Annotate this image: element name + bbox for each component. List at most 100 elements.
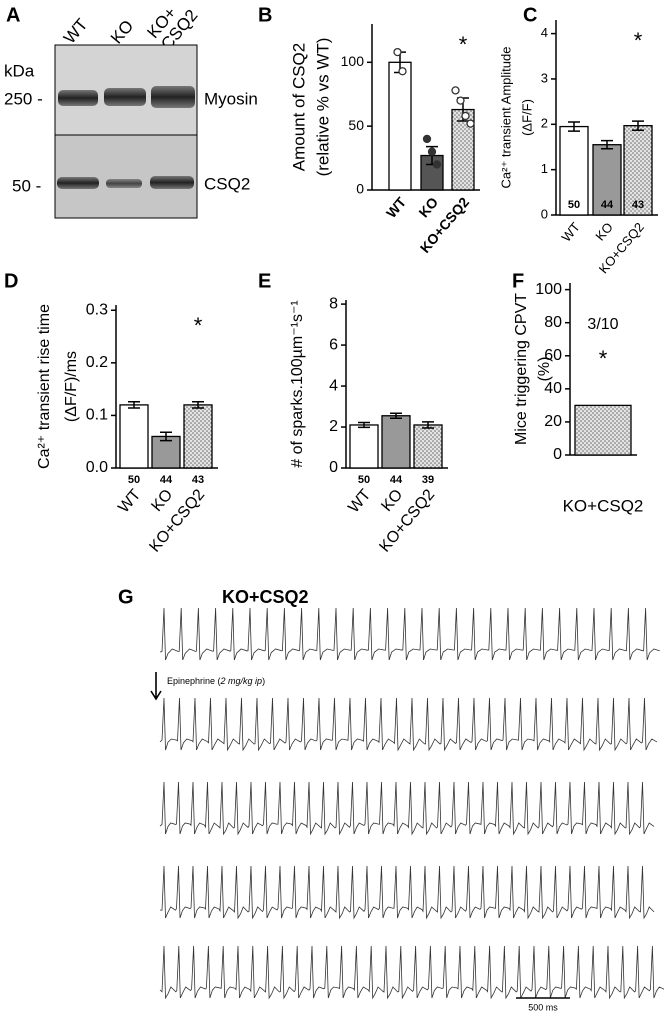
marker-label: 250 -: [4, 89, 43, 108]
y-tick-label: 0: [541, 206, 548, 221]
y-tick-label: 4: [541, 25, 548, 40]
bar: [381, 415, 411, 469]
significance: *: [459, 32, 468, 57]
bar: [413, 424, 443, 469]
y-tick-label: 50: [348, 117, 364, 133]
ecg-trace: [159, 945, 664, 1000]
x-tick-label: KO: [148, 486, 176, 515]
panel-label: G: [118, 586, 134, 608]
significance: *: [194, 313, 203, 338]
y-tick-label: 2: [541, 116, 548, 131]
y-tick-label: 60: [544, 347, 562, 364]
y-tick-label: 0.3: [86, 301, 108, 318]
marker-label: 50 -: [12, 176, 41, 195]
y-tick-label: 0.1: [86, 407, 108, 424]
y-tick-label: 3: [541, 70, 548, 85]
band-label: CSQ2: [204, 174, 250, 193]
error-bar: [160, 431, 172, 442]
ecg-trace: [159, 865, 655, 920]
n-label: 43: [632, 199, 644, 211]
y-tick-label: 2: [329, 418, 338, 435]
y-tick-label: 20: [544, 413, 562, 430]
error-bar: [192, 400, 204, 409]
y-tick-label: 100: [535, 281, 562, 298]
x-tick-label: KO: [592, 219, 616, 243]
error-bar: [128, 400, 140, 409]
ecg-title: KO+CSQ2: [222, 587, 309, 607]
n-label: 50: [128, 474, 140, 486]
x-tick-label: WT: [115, 486, 144, 516]
count-label: 3/10: [587, 316, 618, 333]
data-point: [461, 111, 470, 121]
arrow: [150, 672, 162, 701]
n-label: 44: [160, 474, 173, 486]
n-label: 43: [192, 474, 204, 486]
panel-label: E: [258, 270, 271, 292]
y-axis-label: (%): [536, 357, 553, 382]
data-point: [427, 147, 437, 156]
x-tick-label: KO: [378, 486, 406, 515]
significance: *: [599, 346, 608, 371]
panel-label: D: [4, 270, 18, 292]
panel-label: C: [523, 4, 537, 26]
panel-label: A: [6, 4, 20, 26]
y-axis-label: (ΔF/F)/ms: [63, 351, 80, 422]
y-axis-label: Amount of CSQ2: [289, 43, 308, 172]
n-label: 50: [358, 474, 370, 486]
error-bar: [358, 421, 370, 429]
y-axis-label: (relative % vs WT): [313, 38, 332, 177]
data-point: [398, 67, 407, 76]
ecg-annotation: Epinephrine (2 mg/kg ip): [167, 676, 265, 686]
panel-label: B: [258, 4, 272, 26]
n-label: 44: [601, 199, 614, 211]
x-tick-label: WT: [345, 486, 374, 516]
y-tick-label: 80: [544, 314, 562, 331]
n-label: 50: [568, 199, 580, 211]
y-axis-label: Ca²⁺ transient rise time: [36, 304, 53, 469]
scale-label: 500 ms: [528, 1002, 558, 1012]
lane-label: WT: [60, 15, 92, 47]
data-point: [422, 134, 432, 144]
panel-label: F: [512, 270, 524, 292]
y-axis-label: Ca²⁺ transient Amplitude: [498, 47, 513, 189]
ecg-trace: [159, 781, 655, 836]
y-tick-label: 0.0: [86, 459, 108, 476]
bar: [119, 404, 149, 469]
y-tick-label: 1: [541, 161, 548, 176]
y-axis-label: Mice triggering CPVT: [513, 293, 530, 445]
y-tick-label: 100: [341, 53, 365, 69]
y-tick-label: 40: [544, 380, 562, 397]
y-axis-label: (ΔF/F): [519, 99, 534, 136]
n-label: 39: [422, 474, 434, 486]
bar: [592, 144, 622, 216]
error-bar: [632, 120, 644, 131]
data-point: [393, 47, 402, 57]
unit-label: kDa: [4, 61, 35, 80]
ecg-trace: [159, 697, 658, 752]
x-tick-label: KO+CSQ2: [563, 496, 644, 515]
blot-image: [54, 44, 198, 219]
bar: [349, 424, 379, 469]
significance: *: [634, 28, 643, 53]
y-tick-label: 0: [356, 181, 364, 197]
y-tick-label: 6: [329, 336, 338, 353]
y-tick-label: 4: [329, 377, 338, 394]
data-point: [466, 119, 475, 128]
error-bar: [601, 139, 613, 150]
ecg-traces: [159, 607, 664, 1000]
lane-label: KO: [107, 16, 137, 47]
bar: [574, 404, 632, 456]
error-bar: [422, 421, 434, 429]
y-tick-label: 0: [329, 459, 338, 476]
y-tick-label: 0.2: [86, 354, 108, 371]
x-tick-label: WT: [558, 219, 583, 244]
error-bar: [390, 412, 402, 419]
bar: [388, 61, 412, 191]
y-tick-label: 8: [329, 295, 338, 312]
y-axis-label: # of sparks.100µm⁻¹s⁻¹: [289, 300, 306, 468]
error-bar: [568, 121, 580, 132]
x-tick-label: WT: [383, 194, 410, 221]
bar: [183, 404, 213, 469]
data-point: [456, 96, 465, 105]
